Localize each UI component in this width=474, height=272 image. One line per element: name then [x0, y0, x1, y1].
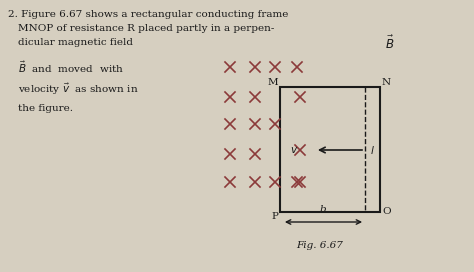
Text: dicular magnetic field: dicular magnetic field [18, 38, 133, 47]
Text: P: P [271, 212, 278, 221]
Text: Fig. 6.67: Fig. 6.67 [297, 241, 344, 250]
Text: 2. Figure 6.67 shows a rectangular conducting frame: 2. Figure 6.67 shows a rectangular condu… [8, 10, 288, 19]
Text: $\vec{B}$  and  moved  with: $\vec{B}$ and moved with [18, 60, 124, 75]
Bar [280, 87, 380, 212]
Text: N: N [382, 78, 391, 87]
Text: $v$: $v$ [290, 145, 298, 155]
Text: b: b [319, 205, 326, 214]
Text: $\vec{B}$: $\vec{B}$ [385, 35, 395, 52]
Text: M: M [267, 78, 278, 87]
Text: the figure.: the figure. [18, 104, 73, 113]
Text: MNOP of resistance R placed partly in a perpen-: MNOP of resistance R placed partly in a … [18, 24, 274, 33]
Text: $l$: $l$ [370, 144, 375, 156]
Text: O: O [382, 208, 391, 217]
Text: velocity $\vec{v}$  as shown in: velocity $\vec{v}$ as shown in [18, 82, 138, 97]
